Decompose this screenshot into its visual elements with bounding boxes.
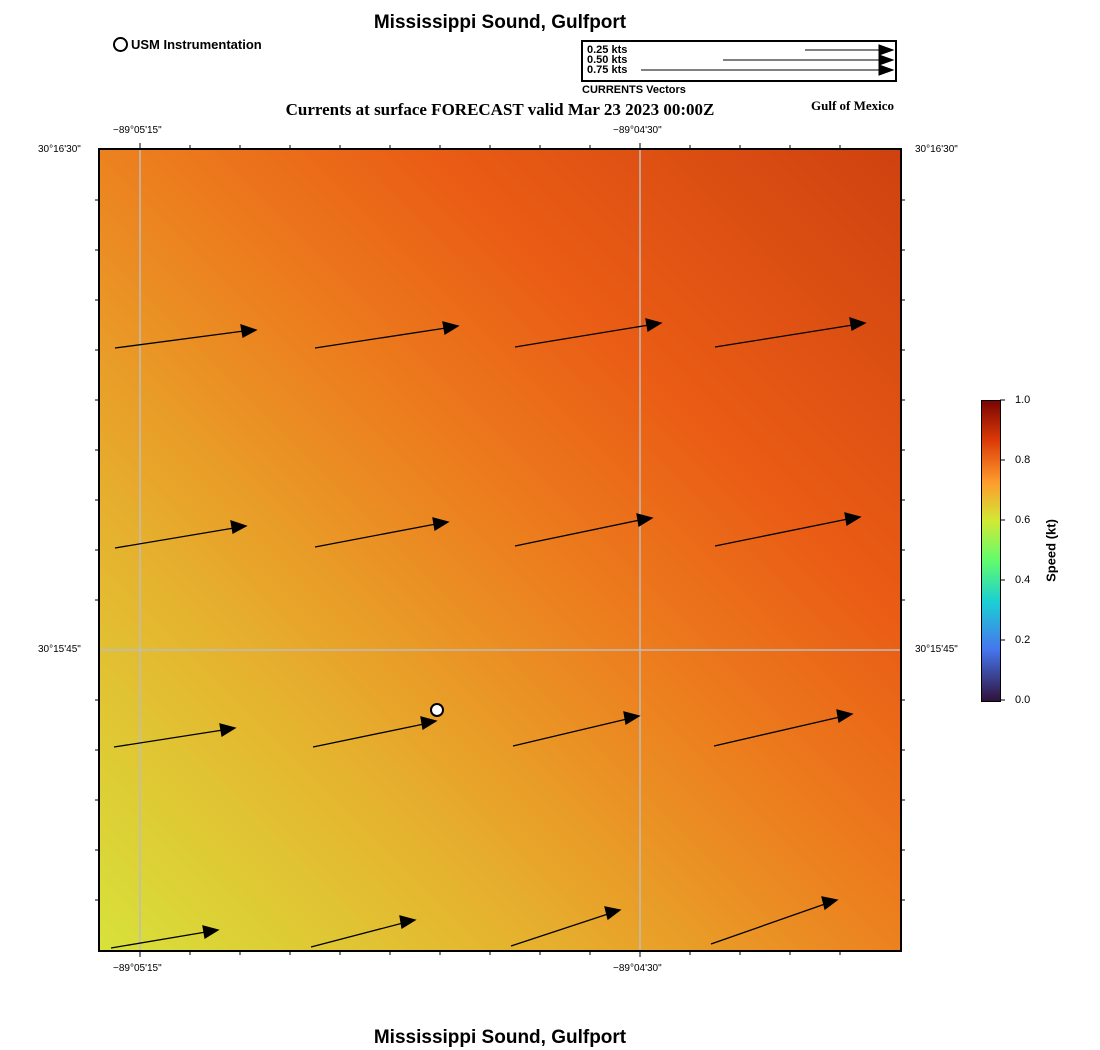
current-vector	[714, 317, 867, 348]
lon-label-top-2: −89°04'30"	[613, 125, 662, 136]
colorbar-ticks	[1000, 399, 1005, 701]
vector-scale-legend: 0.25 kts 0.50 kts 0.75 kts	[581, 40, 897, 82]
colorbar-tick-label: 0.2	[1015, 634, 1031, 646]
current-vector	[714, 512, 862, 547]
graticule	[100, 150, 900, 950]
current-vector	[310, 915, 417, 948]
scale-label-025: 0.25 kts	[587, 44, 628, 56]
region-label: Gulf of Mexico	[811, 98, 895, 113]
colorbar-tick-label: 0.0	[1015, 694, 1031, 706]
vector-caption: CURRENTS Vectors	[582, 84, 686, 96]
current-vector	[113, 723, 237, 748]
current-vector	[512, 711, 641, 747]
lon-label-bottom-1: −89°05'15"	[113, 963, 162, 974]
lon-label-top-1: −89°05'15"	[113, 125, 162, 136]
current-vector	[713, 709, 854, 747]
colorbar-tick-label: 0.6	[1015, 514, 1031, 526]
current-vector	[312, 716, 438, 748]
lat-label-left-1: 30°16'30"	[38, 144, 81, 155]
colorbar-tick-label: 0.4	[1015, 574, 1031, 586]
open-circle-icon	[113, 37, 128, 52]
lon-label-bottom-2: −89°04'30"	[613, 963, 662, 974]
lat-label-left-2: 30°15'45"	[38, 644, 81, 655]
lat-label-right-1: 30°16'30"	[915, 144, 958, 155]
usm-station-marker[interactable]	[430, 703, 444, 717]
current-vector	[710, 896, 839, 945]
colorbar-label: Speed (kt)	[1043, 519, 1059, 582]
current-vector	[510, 906, 622, 947]
frame-ticks	[95, 143, 905, 957]
scale-label-050: 0.50 kts	[587, 54, 628, 66]
scale-label-075: 0.75 kts	[587, 64, 628, 76]
current-vector	[314, 321, 460, 349]
forecast-subtitle: Currents at surface FORECAST valid Mar 2…	[285, 100, 715, 119]
colorbar-tick-label: 0.8	[1015, 454, 1031, 466]
current-vector	[514, 318, 663, 348]
speed-colorbar	[981, 400, 1001, 702]
current-vectors	[110, 317, 867, 949]
current-vector	[514, 513, 654, 547]
current-vector	[314, 517, 450, 548]
map-title: Mississippi Sound, Gulfport	[373, 12, 627, 33]
colorbar-tick-label: 1.0	[1015, 394, 1031, 406]
current-vector	[114, 520, 248, 549]
map-title-bottom: Mississippi Sound, Gulfport	[373, 1027, 627, 1048]
current-vector	[110, 925, 220, 949]
lat-label-right-2: 30°15'45"	[915, 644, 958, 655]
scale-arrows	[641, 44, 895, 76]
current-vector	[114, 324, 258, 349]
current-speed-field	[100, 150, 900, 950]
station-legend: USM Instrumentation	[113, 37, 262, 52]
station-legend-label: USM Instrumentation	[131, 37, 262, 52]
